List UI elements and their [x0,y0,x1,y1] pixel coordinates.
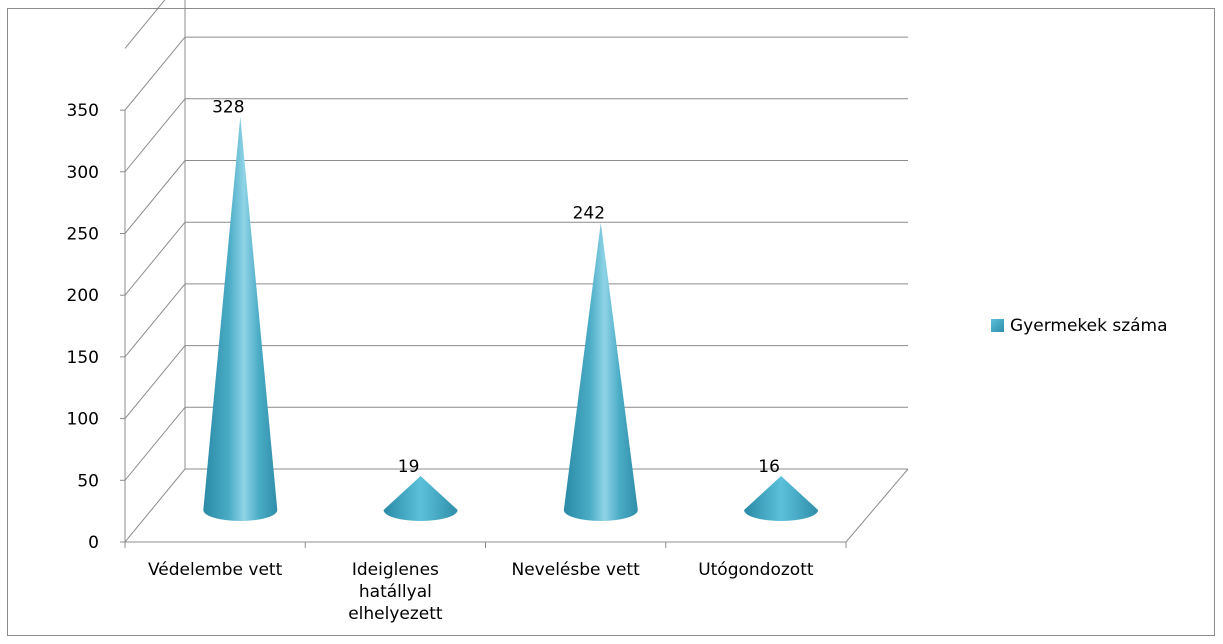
cone-body [563,222,638,521]
y-tick-label: 100 [67,410,99,430]
cone-bar [563,222,638,521]
labels: 0 50 100 150 200 250 300 350 Védelembe vett Ideig… [67,97,814,624]
floor-edge-right [845,468,909,543]
y-tick-label: 150 [67,348,99,368]
data-label: 19 [398,457,420,477]
data-label: 242 [573,204,605,224]
y-tick-label: 250 [67,225,99,245]
gridlines [124,0,908,481]
axes [120,109,909,548]
cone-body [383,476,458,521]
gridline-side [124,283,186,358]
cone-body [203,116,278,521]
gridline-side [124,221,186,296]
data-label: 328 [212,97,244,117]
cone-bar [383,476,458,521]
legend-label: Gyermekek száma [1010,316,1168,336]
x-tick-label: Ideiglenes [352,560,439,580]
x-tick-label: elhelyezett [348,604,443,624]
gridline-side [124,98,186,173]
x-tick-label: Utógondozott [698,560,814,580]
y-tick-label: 200 [67,286,99,306]
x-tick-label: Védelembe vett [148,560,283,580]
cone-bar [744,476,819,521]
gridline-side [124,160,186,234]
x-tick-label: Nevelésbe vett [512,560,641,580]
cone-bar [203,116,278,521]
y-tick-label: 350 [67,101,99,121]
gridline-side [124,345,186,419]
y-tick-label: 300 [67,163,99,183]
floor-edge-left [124,468,186,543]
cone-body [744,476,819,521]
y-tick-label: 50 [77,471,99,491]
legend: Gyermekek száma [991,316,1168,336]
legend-swatch [991,319,1004,332]
gridline-side [124,36,186,111]
gridline-side [124,406,186,481]
gridline-side [124,0,166,49]
cones [203,116,819,521]
x-tick-label: hatállyal [359,582,432,602]
data-label: 16 [758,457,780,477]
y-tick-label: 0 [88,533,99,553]
